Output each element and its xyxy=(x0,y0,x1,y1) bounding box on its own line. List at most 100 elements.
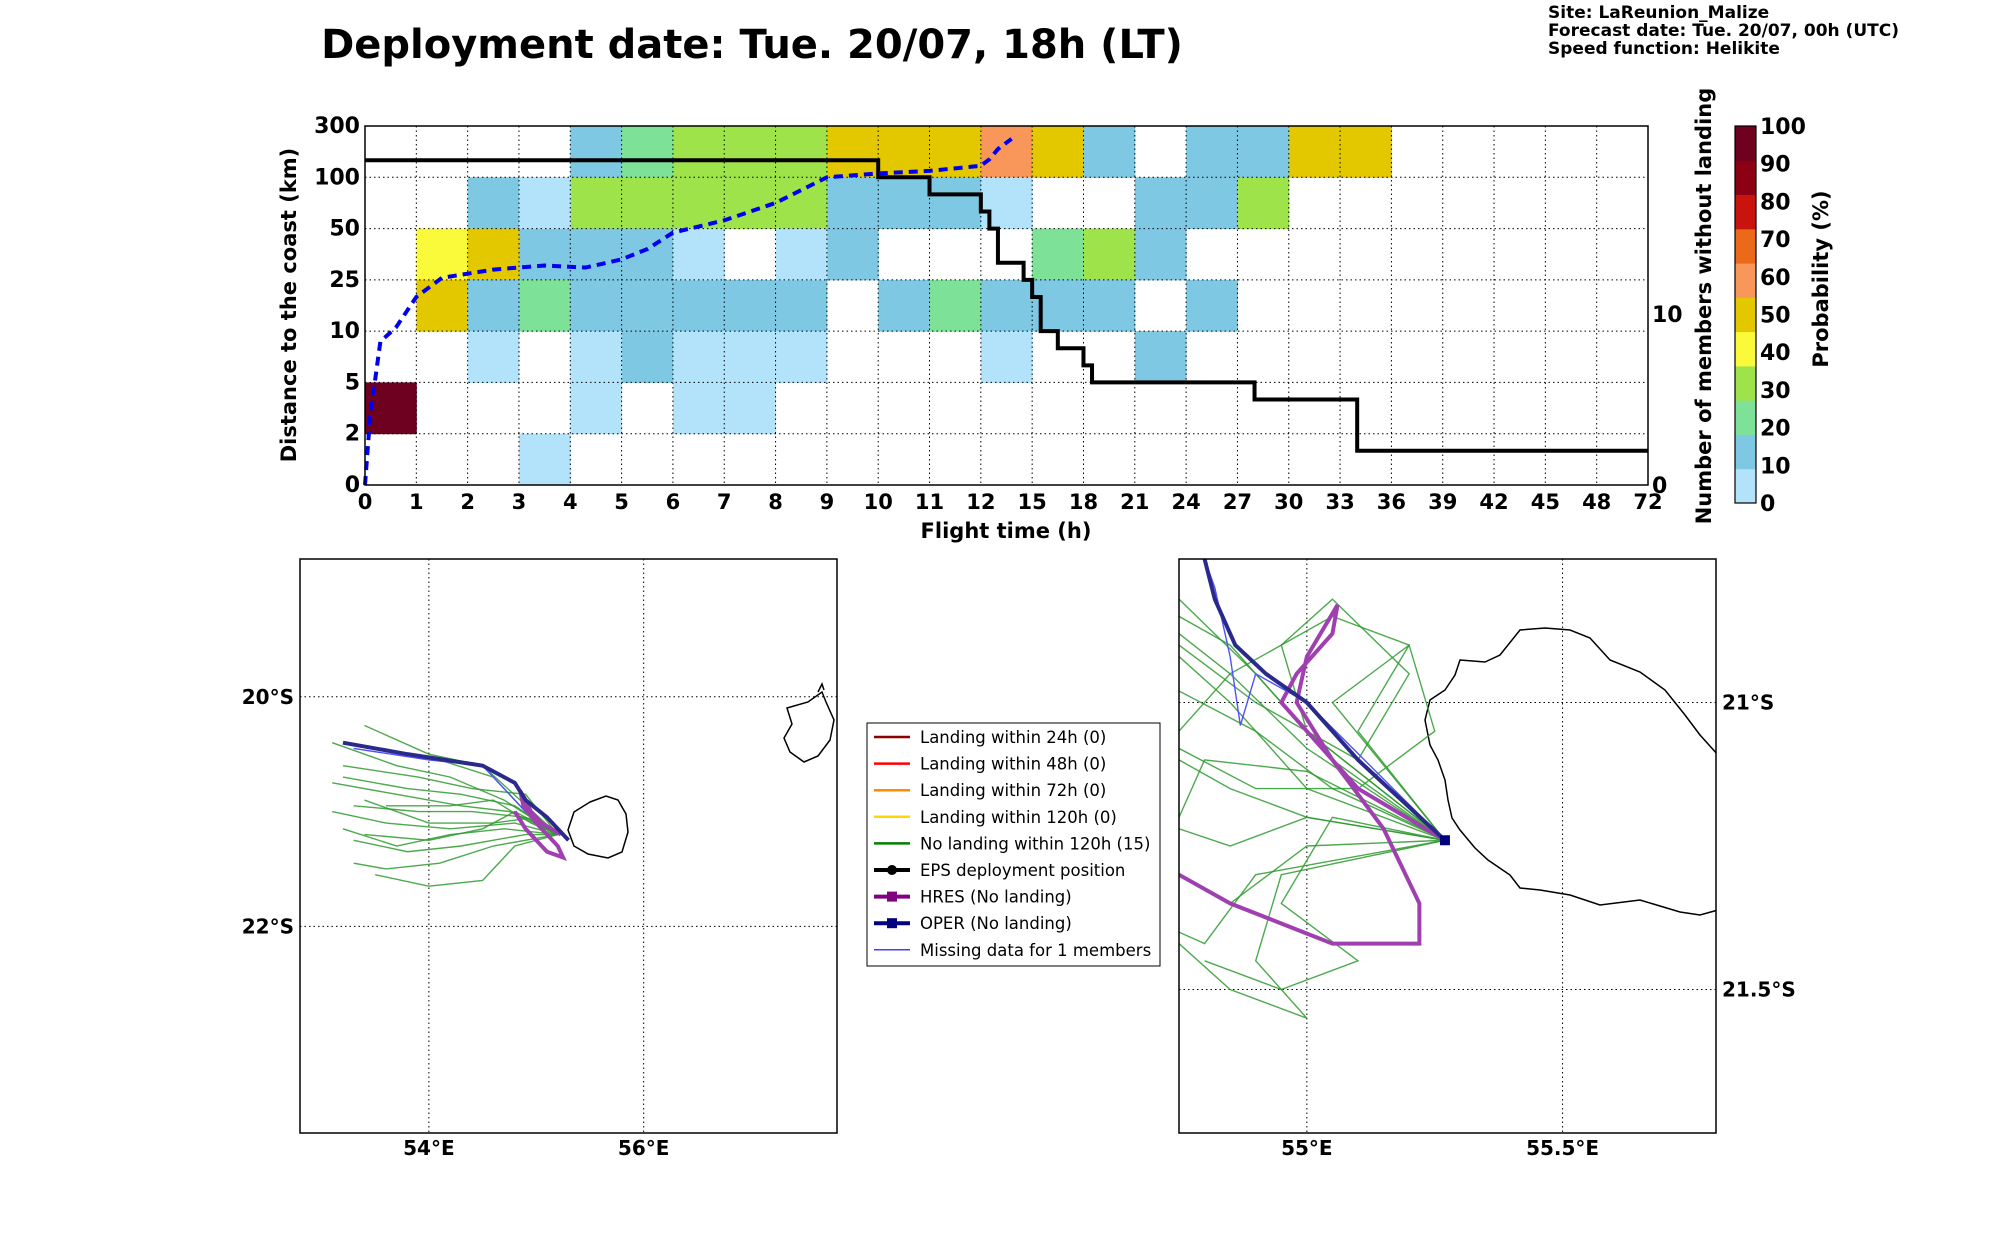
map2-trajectories xyxy=(1179,559,1450,1019)
x-tick-label: 5 xyxy=(614,490,629,514)
map1-frame xyxy=(299,558,838,1134)
heatmap-cell xyxy=(1340,126,1392,178)
heatmap-cell xyxy=(980,279,1033,332)
hres-track xyxy=(513,789,567,861)
colorbar-tick-label: 60 xyxy=(1760,266,1791,291)
deployment-marker xyxy=(1439,835,1450,846)
map2-gridlines xyxy=(1179,559,1716,1133)
heatmap-cell xyxy=(1032,228,1084,281)
x-tick-label: 4 xyxy=(563,490,578,514)
speed-function-label: Speed function: Helikite xyxy=(1548,39,1780,59)
colorbar-swatch xyxy=(1735,331,1756,367)
heatmap-cell xyxy=(1186,279,1238,332)
x-tick-label: 2 xyxy=(460,490,475,514)
median-distance-series xyxy=(363,137,1013,486)
colorbar-tick-label: 0 xyxy=(1760,492,1775,517)
heatmap-cell xyxy=(724,331,777,383)
heatmap-cell xyxy=(570,126,623,178)
x-tick-label: 0 xyxy=(358,490,373,514)
colorbar-tick-label: 70 xyxy=(1760,228,1791,253)
legend-item-label: Landing within 24h (0) xyxy=(920,728,1106,747)
colorbar-swatch xyxy=(1735,400,1756,435)
x-tick-label: 21 xyxy=(1120,490,1149,514)
y-tick-label: 300 xyxy=(314,114,360,139)
y2-tick-label: 10 xyxy=(1652,303,1683,328)
colorbar-tick-label: 100 xyxy=(1760,115,1806,140)
ensemble-member-track xyxy=(375,833,558,887)
x-tick-label: 39 xyxy=(1428,490,1457,514)
x-tick-label: 7 xyxy=(717,490,732,514)
heatmap-cell xyxy=(518,177,571,230)
heatmap-cell xyxy=(1032,126,1084,178)
ensemble-member-track xyxy=(342,828,558,847)
map-zoom: 55°E 55.5°E 21°S 21.5°S xyxy=(1178,558,1796,1160)
lon-tick-label: 55°E xyxy=(1281,1136,1333,1160)
colorbar-tick-label: 80 xyxy=(1760,190,1791,215)
colorbar-frame xyxy=(1734,125,1757,504)
heatmap-cell xyxy=(621,126,674,178)
lat-tick-label: 22°S xyxy=(242,914,294,938)
members-without-landing-series xyxy=(365,158,1648,453)
heatmap-cell xyxy=(1134,331,1187,383)
ensemble-member-track xyxy=(1179,656,1446,841)
colorbar-label: Probability (%) xyxy=(1809,190,1833,367)
heatmap-cell xyxy=(878,126,931,178)
heatmap-cell xyxy=(570,177,623,230)
colorbar-tick-label: 40 xyxy=(1760,341,1791,366)
heatmap-cell xyxy=(672,279,725,332)
heatmap-cell xyxy=(518,433,571,486)
heatmap-cell xyxy=(467,331,520,383)
y2-axis-label: Number of members without landing xyxy=(1692,88,1716,525)
hres-track xyxy=(1179,603,1446,946)
heatmap-cell xyxy=(570,331,623,383)
x-tick-label: 10 xyxy=(864,490,893,514)
heatmap-cell xyxy=(826,228,879,281)
heatmap-cell xyxy=(826,177,879,230)
heatmap-cell xyxy=(1083,126,1136,178)
heatmap-cell xyxy=(1134,177,1187,230)
lat-tick-label: 21°S xyxy=(1722,691,1774,715)
x-tick-label: 36 xyxy=(1377,490,1406,514)
heatmap-cell xyxy=(980,126,1033,178)
lat-tick-label: 21.5°S xyxy=(1722,978,1796,1002)
heatmap-cell xyxy=(467,228,520,281)
y-tick-label: 0 xyxy=(345,473,360,498)
legend-item-label: Landing within 48h (0) xyxy=(920,755,1106,774)
heatmap-cell xyxy=(775,228,828,281)
reunion-island-coastline xyxy=(567,795,629,859)
heatmap-cell xyxy=(1186,177,1238,230)
heatmap-cell xyxy=(672,177,725,230)
colorbar-tick-label: 20 xyxy=(1760,417,1791,442)
ensemble-member-track xyxy=(1179,839,1446,1019)
heatmap-cell xyxy=(724,126,777,178)
heatmap-panel: 0 1 2 3 4 5 6 7 8 9 10 11 12 15 18 21 24 27 30 33 36 39 42 45 48… xyxy=(277,88,1833,543)
heatmap-cell xyxy=(1237,177,1290,230)
heatmap-cell xyxy=(672,331,725,383)
y-tick-label: 50 xyxy=(329,217,360,242)
heatmap-cell xyxy=(416,228,469,281)
heatmap-cell xyxy=(929,279,982,332)
colorbar-swatch xyxy=(1735,434,1756,470)
heatmap-cell xyxy=(570,279,623,332)
heatmap-cell xyxy=(672,228,725,281)
colorbar-swatch xyxy=(1735,263,1756,298)
x-tick-label: 3 xyxy=(512,490,527,514)
y2-tick-label: 0 xyxy=(1652,474,1667,499)
heatmap-cell xyxy=(672,126,725,178)
heatmap-cell xyxy=(570,228,623,281)
heatmap-cell xyxy=(621,331,674,383)
heatmap-cell xyxy=(621,279,674,332)
x-tick-label: 30 xyxy=(1274,490,1303,514)
y2-axis-ticks: 0 10 xyxy=(1652,303,1683,499)
x-tick-label: 18 xyxy=(1069,490,1098,514)
forecast-date-label: Forecast date: Tue. 20/07, 00h (UTC) xyxy=(1548,21,1899,41)
legend-swatch-marker xyxy=(887,918,897,929)
y-axis-label: Distance to the coast (km) xyxy=(277,148,301,463)
heatmap-cell xyxy=(724,382,777,435)
heatmap-cell xyxy=(878,279,931,332)
x-tick-label: 15 xyxy=(1018,490,1047,514)
heatmap-frame xyxy=(364,125,1649,486)
legend-item-label: EPS deployment position xyxy=(920,861,1125,880)
colorbar-swatch xyxy=(1735,194,1756,230)
